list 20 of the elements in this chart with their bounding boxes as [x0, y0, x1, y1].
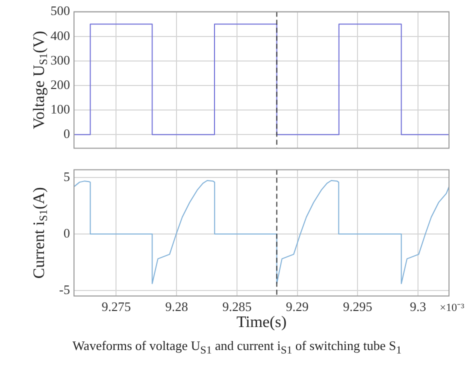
x-axis-title: Time(s) — [236, 314, 287, 332]
y-axis-title: Voltage US1(V) — [31, 30, 50, 130]
y-axis-title: Current iS1(A) — [31, 187, 50, 279]
y-tick-label: 300 — [50, 52, 70, 68]
y-tick-label: 5 — [64, 169, 70, 184]
x-tick-label: 9.275 — [102, 299, 131, 314]
y-tick-label: -5 — [59, 282, 70, 297]
text: Waveforms of voltage U$_{S1}$ and current i$_{S1}$ of switching tube S$_{1}$ — [71, 338, 403, 357]
y-tick-label: 500 — [50, 3, 70, 18]
x-tick-label: 9.285 — [222, 299, 252, 314]
x-tick-label: 9.28 — [165, 299, 188, 314]
y-tick-label: 0 — [64, 225, 70, 240]
y-tick-label: 400 — [50, 28, 70, 43]
x-tick-label: 9.295 — [343, 299, 372, 314]
text: ×10⁻³ — [440, 302, 465, 314]
y-tick-label: 100 — [50, 102, 70, 117]
x-tick-label: 9.29 — [286, 299, 309, 314]
y-tick-label: 0 — [64, 126, 70, 142]
y-tick-label: 200 — [50, 76, 70, 92]
x-tick-label: 9.3 — [410, 299, 426, 314]
